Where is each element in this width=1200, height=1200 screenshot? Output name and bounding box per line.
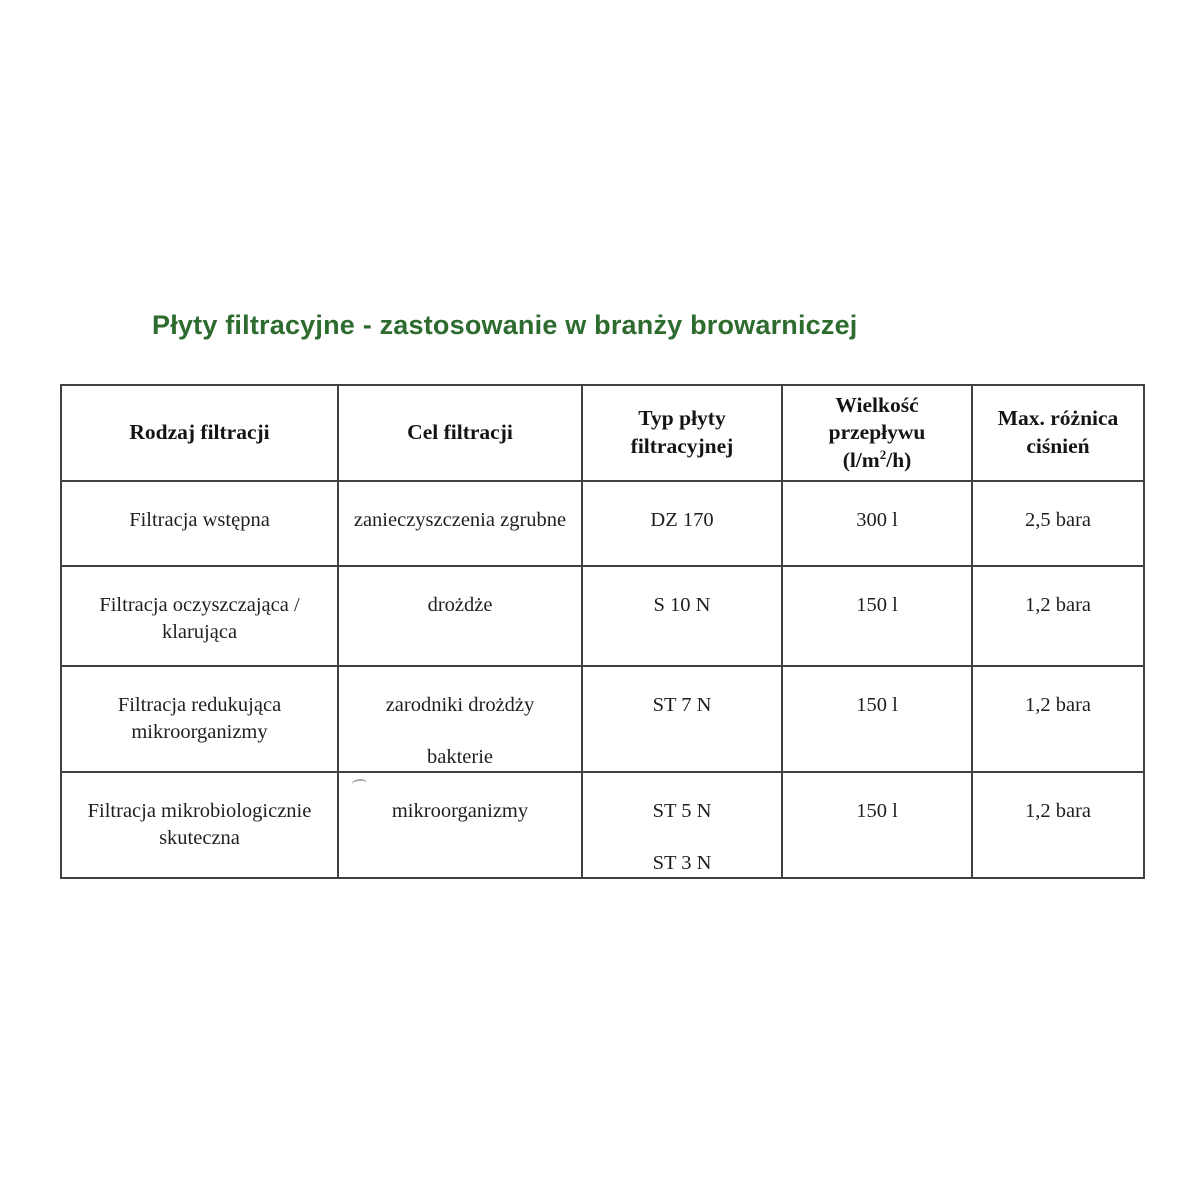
page-title: Płyty filtracyjne - zastosowanie w branż…: [152, 310, 858, 340]
cell-rodzaj: Filtracja mikrobiologicznie skuteczna: [60, 771, 339, 880]
cell-line: 150 l: [856, 694, 898, 716]
header-label: Typ płyty: [638, 406, 726, 431]
superscript-2: 2: [879, 446, 887, 462]
filter-table-container: Rodzaj filtracji Cel filtracji Typ płyty…: [60, 384, 1145, 880]
cell-line: 1,2 bara: [1024, 594, 1092, 616]
cell-line: mikroorganizmy: [391, 800, 529, 823]
table-row-filtracja-mikrobiologiczna: Filtracja mikrobiologicznie skuteczna mi…: [60, 771, 1145, 880]
header-cell-typ-plyty: Typ płyty filtracyjnej: [581, 384, 783, 482]
cell-line: 1,2 bara: [1024, 694, 1092, 716]
scan-smudge-artifact: [351, 778, 368, 789]
header-label: Wielkość: [835, 392, 919, 417]
cell-line: 150 l: [856, 594, 898, 616]
cell-line: 150 l: [856, 800, 898, 823]
header-cell-cel-filtracji: Cel filtracji: [337, 384, 583, 482]
cell-line: bakterie: [426, 746, 493, 769]
cell-typ: ST 5 N ST 3 N: [581, 771, 783, 880]
header-label: Max. różnica: [997, 406, 1119, 431]
cell-przeplyw: 150 l: [781, 565, 973, 667]
cell-line: drożdże: [427, 594, 493, 616]
cell-line: ST 5 N: [652, 800, 712, 823]
cell-cisnienie: 2,5 bara: [971, 480, 1145, 567]
cell-line: zanieczyszczenia zgrubne: [353, 509, 567, 531]
cell-line: klarująca: [161, 621, 238, 644]
header-label: filtracyjnej: [630, 434, 734, 458]
header-cell-rodzaj-filtracji: Rodzaj filtracji: [60, 384, 339, 482]
cell-rodzaj: Filtracja oczyszczająca / klarująca: [60, 565, 339, 667]
cell-line: Filtracja mikrobiologicznie: [87, 800, 312, 823]
cell-line: DZ 170: [650, 509, 714, 531]
filter-table: Rodzaj filtracji Cel filtracji Typ płyty…: [60, 384, 1145, 880]
header-label: przepływu: [828, 420, 926, 445]
cell-rodzaj: Filtracja wstępna: [60, 480, 339, 567]
cell-przeplyw: 150 l: [781, 771, 973, 880]
cell-line: Filtracja redukująca: [117, 694, 282, 716]
header-label: Cel filtracji: [407, 420, 513, 445]
cell-rodzaj: Filtracja redukująca mikroorganizmy: [60, 664, 339, 774]
cell-line: 1,2 bara: [1024, 800, 1092, 823]
cell-line: Filtracja oczyszczająca /: [99, 594, 300, 616]
cell-line: 2,5 bara: [1024, 509, 1092, 531]
cell-cel: drożdże: [337, 565, 583, 667]
cell-cel: mikroorganizmy: [337, 771, 583, 880]
cell-line: S 10 N: [653, 594, 711, 616]
cell-line: ST 3 N: [652, 852, 712, 875]
cell-line: 300 l: [856, 509, 898, 531]
header-cell-wielkosc-przeplywu: Wielkość przepływu (l/m2/h): [781, 384, 973, 482]
unit-suffix: /h): [886, 447, 912, 472]
cell-cisnienie: 1,2 bara: [971, 664, 1145, 774]
header-label: ciśnień: [1026, 434, 1090, 458]
cell-line: Filtracja wstępna: [129, 509, 270, 531]
header-unit: (l/m2/h): [787, 447, 967, 475]
cell-line: ST 7 N: [652, 694, 712, 716]
cell-typ: ST 7 N: [581, 664, 783, 774]
header-cell-max-roznica-cisnien: Max. różnica ciśnień: [971, 384, 1145, 482]
cell-typ: DZ 170: [581, 480, 783, 567]
cell-typ: S 10 N: [581, 565, 783, 667]
table-row-filtracja-oczyszczajaca: Filtracja oczyszczająca / klarująca droż…: [60, 565, 1145, 667]
cell-cisnienie: 1,2 bara: [971, 771, 1145, 880]
cell-line: skuteczna: [159, 827, 240, 850]
cell-przeplyw: 300 l: [781, 480, 973, 567]
cell-przeplyw: 150 l: [781, 664, 973, 774]
cell-cel: zanieczyszczenia zgrubne: [337, 480, 583, 567]
cell-cisnienie: 1,2 bara: [971, 565, 1145, 667]
table-header-row: Rodzaj filtracji Cel filtracji Typ płyty…: [60, 384, 1145, 482]
header-label: Rodzaj filtracji: [129, 420, 270, 445]
table-row-filtracja-wstepna: Filtracja wstępna zanieczyszczenia zgrub…: [60, 480, 1145, 567]
cell-line: mikroorganizmy: [131, 721, 268, 744]
unit-prefix: (l/m: [842, 447, 880, 472]
cell-line: zarodniki drożdży: [385, 694, 535, 716]
cell-cel: zarodniki drożdży bakterie: [337, 664, 583, 774]
table-row-filtracja-redukujaca: Filtracja redukująca mikroorganizmy zaro…: [60, 664, 1145, 774]
